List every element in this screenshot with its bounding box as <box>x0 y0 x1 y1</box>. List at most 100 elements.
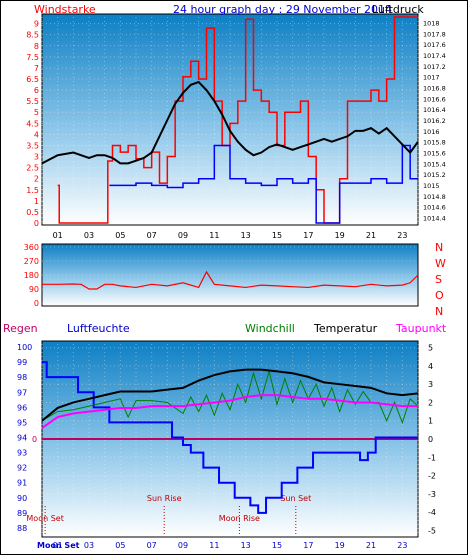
y-left-tick-label: 2.5 <box>26 164 39 173</box>
windchill-line <box>41 369 419 425</box>
x-tick-label: 19 <box>335 231 345 240</box>
y-tick-label: 270 <box>24 257 39 266</box>
x-tick-label: 21 <box>366 541 376 550</box>
y-right-tick-label: 1016.4 <box>423 106 446 114</box>
y-left-tick-label: 100 <box>17 343 32 352</box>
event-label: Moon Rise <box>219 514 260 523</box>
y-left-tick-label: 0 <box>34 219 39 228</box>
y-left-tick-label: 92 <box>17 464 27 473</box>
y-right-tick-label: 1015 <box>423 182 440 190</box>
y-tick-label: 360 <box>24 243 39 252</box>
y-right-tick-label: 1016 <box>423 128 440 136</box>
y-left-tick-label: 6.5 <box>26 75 39 84</box>
compass-label: S <box>435 273 442 286</box>
wind-title-left: Windstarke <box>34 3 96 16</box>
x-tick-label: 13 <box>241 231 251 240</box>
y-right-tick-label: 1017.8 <box>423 30 446 38</box>
x-tick-label: 11 <box>209 541 219 550</box>
x-tick-label: 19 <box>335 541 345 550</box>
y-right-tick-label: 4 <box>428 362 433 371</box>
y-left-tick-label: 97 <box>17 388 27 397</box>
wind-direction-panel <box>41 243 419 307</box>
graph-title: 24 hour graph day : 29 November 2014 <box>173 3 392 16</box>
y-right-tick-label: 1018 <box>423 19 440 27</box>
y-left-tick-label: 4.5 <box>26 119 39 128</box>
y-left-tick-label: 0.5 <box>26 208 39 217</box>
y-left-tick-label: 98 <box>17 373 27 382</box>
y-left-tick-label: 3.5 <box>26 141 39 150</box>
dewpoint-line <box>41 394 418 429</box>
y-left-tick-label: 88 <box>17 524 27 533</box>
event-label: Sun Set <box>280 494 311 503</box>
legend-regen: Regen <box>3 322 38 335</box>
moon-set-bottom-label: Moon Set <box>37 541 80 550</box>
x-tick-label: 01 <box>53 541 63 550</box>
x-tick-label: 03 <box>84 541 94 550</box>
y-left-tick-label: 7 <box>34 64 39 73</box>
y-right-tick-label: 1017 <box>423 74 440 82</box>
y-right-tick-label: 1014.4 <box>423 215 446 223</box>
x-tick-label: 23 <box>397 541 407 550</box>
event-label: Sun Rise <box>147 494 182 503</box>
y-left-tick-label: 8 <box>34 42 39 51</box>
y-tick-label: 90 <box>29 285 39 294</box>
y-right-tick-label: 0 <box>428 435 433 444</box>
x-tick-label: 03 <box>84 231 94 240</box>
compass-label: N <box>435 241 443 254</box>
x-tick-label: 23 <box>397 231 407 240</box>
x-tick-label: 11 <box>209 231 219 240</box>
x-tick-label: 07 <box>147 231 157 240</box>
compass-label: N <box>435 305 443 318</box>
x-tick-label: 21 <box>366 231 376 240</box>
y-right-tick-label: 1016.6 <box>423 95 446 103</box>
y-left-tick-label: 96 <box>17 403 27 412</box>
y-right-tick-label: 1014.6 <box>423 204 446 212</box>
legend-luftfeuchte: Luftfeuchte <box>67 322 130 335</box>
legend-temperatur: Temperatur <box>313 322 378 335</box>
pressure-line <box>41 80 419 165</box>
y-right-tick-label: 1015.6 <box>423 150 446 158</box>
y-right-tick-label: -1 <box>428 453 436 462</box>
y-left-tick-label: 93 <box>17 449 27 458</box>
compass-label: W <box>435 257 446 270</box>
y-right-tick-label: -3 <box>428 490 436 499</box>
x-tick-label: 13 <box>241 541 251 550</box>
y-left-tick-label: 8.5 <box>26 31 39 40</box>
y-left-tick-label: 5 <box>34 108 39 117</box>
rain-zero-label: 0 <box>32 435 37 444</box>
x-tick-label: 05 <box>115 231 125 240</box>
y-right-tick-label: 1016.8 <box>423 84 446 92</box>
event-label: Moon Set <box>26 514 63 523</box>
temperature-line <box>41 368 419 422</box>
y-left-tick-label: 6 <box>34 86 39 95</box>
y-left-tick-label: 91 <box>17 479 27 488</box>
y-left-tick-label: 99 <box>17 358 27 367</box>
x-tick-label: 17 <box>303 231 313 240</box>
wind-average-line <box>109 144 418 224</box>
x-tick-label: 15 <box>272 541 282 550</box>
y-left-tick-label: 1 <box>34 197 39 206</box>
compass-label: O <box>435 289 444 302</box>
y-right-tick-label: 1015.2 <box>423 171 446 179</box>
y-left-tick-label: 90 <box>17 494 27 503</box>
x-tick-label: 17 <box>303 541 313 550</box>
y-right-tick-label: 1017.6 <box>423 41 446 49</box>
y-left-tick-label: 89 <box>17 509 27 518</box>
x-tick-label: 01 <box>53 231 63 240</box>
x-tick-label: 09 <box>178 231 188 240</box>
y-left-tick-label: 9 <box>34 20 39 29</box>
legend-windchill: Windchill <box>245 322 295 335</box>
y-right-tick-label: 1015.8 <box>423 139 446 147</box>
y-right-tick-label: 1015.4 <box>423 160 446 168</box>
y-right-tick-label: -2 <box>428 472 436 481</box>
y-right-tick-label: 2 <box>428 398 433 407</box>
pressure-title-right: Luftdruck <box>372 3 424 16</box>
y-right-tick-label: 1017.4 <box>423 52 446 60</box>
y-right-tick-label: 5 <box>428 344 433 353</box>
y-right-tick-label: 1014.8 <box>423 193 446 201</box>
y-right-tick-label: 1 <box>428 417 433 426</box>
y-left-tick-label: 7.5 <box>26 53 39 62</box>
y-left-tick-label: 1.5 <box>26 186 39 195</box>
x-tick-label: 09 <box>178 541 188 550</box>
